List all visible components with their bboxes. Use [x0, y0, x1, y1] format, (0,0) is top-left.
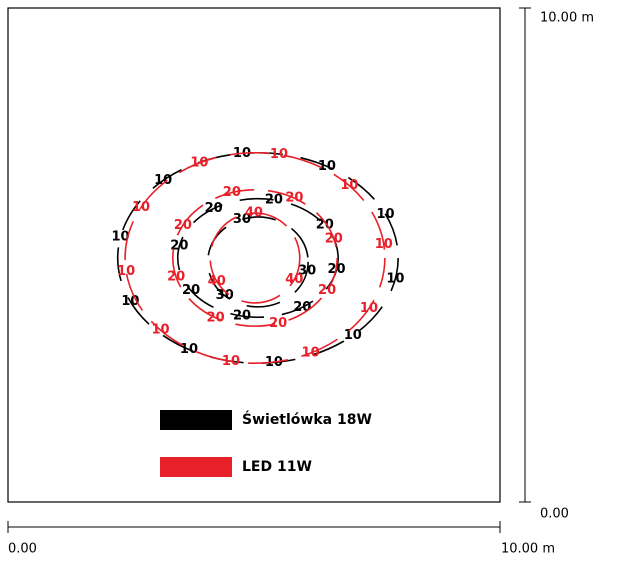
isoline-label: 10 [111, 230, 129, 245]
isoline-label: 20 [318, 283, 336, 298]
isoline-label: 40 [245, 206, 263, 221]
isoline [176, 197, 339, 319]
isoline-label: 20 [174, 218, 192, 233]
isoline-label: 30 [216, 288, 234, 303]
isoline-label: 40 [285, 272, 303, 287]
isoline-label: 20 [167, 270, 185, 285]
y-tick-label: 10.00 m [540, 11, 594, 26]
isoline-label: 10 [154, 173, 172, 188]
isoline [209, 212, 301, 304]
isoline-label: 20 [223, 185, 241, 200]
isoline-label: 30 [298, 263, 316, 278]
isoline-label: 20 [293, 300, 311, 315]
isoline-label: 10 [180, 342, 198, 357]
isoline-label: 10 [190, 155, 208, 170]
isoline-label: 10 [270, 147, 288, 162]
isoline [124, 151, 386, 364]
isoline [172, 188, 338, 327]
isoline-label: 10 [117, 264, 135, 279]
isoline-label: 10 [302, 346, 320, 361]
y-tick-label: 0.00 [540, 507, 569, 522]
isoline-label: 10 [386, 271, 404, 286]
isoline-label: 20 [233, 309, 251, 324]
isoline-label: 20 [325, 231, 343, 246]
isoline [206, 216, 309, 308]
isoline-label: 10 [344, 328, 362, 343]
legend-swatch [160, 410, 232, 430]
isoline-label: 20 [205, 201, 223, 216]
isoline-label: 10 [376, 207, 394, 222]
x-tick-label: 10.00 m [501, 542, 555, 557]
plot-frame [7, 7, 501, 503]
isoline-label: 20 [265, 192, 283, 207]
isoline-label: 20 [285, 191, 303, 206]
isoline-label: 10 [318, 159, 336, 174]
isoline-label: 10 [360, 301, 378, 316]
isoline-label: 20 [207, 310, 225, 325]
isoline-label: 20 [170, 239, 188, 254]
isoline-label: 10 [340, 178, 358, 193]
isoline-label: 10 [375, 237, 393, 252]
isoline-label: 10 [132, 200, 150, 215]
legend-swatch [160, 457, 232, 477]
legend-label: LED 11W [242, 459, 312, 475]
isoline-label: 40 [208, 274, 226, 289]
isoline-label: 10 [222, 354, 240, 369]
x-tick-label: 0.00 [8, 542, 37, 557]
legend-label: Świetlówka 18W [242, 410, 372, 428]
isoline-label: 30 [233, 212, 251, 227]
isoline-label: 20 [182, 283, 200, 298]
isoline-label: 10 [151, 323, 169, 338]
isoline-label: 20 [269, 316, 287, 331]
